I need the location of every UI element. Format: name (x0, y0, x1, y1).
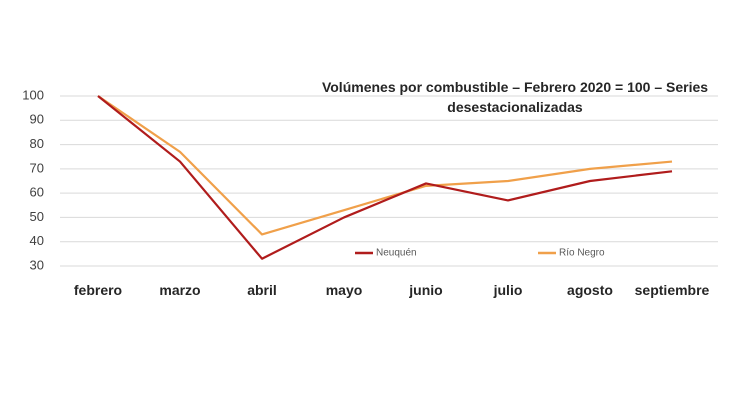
y-axis-ticks: 30 40 50 60 70 80 90 100 (22, 87, 44, 272)
y-tick-label: 80 (30, 136, 44, 151)
y-tick-label: 60 (30, 185, 44, 200)
chart-title-line-2: desestacionalizadas (447, 99, 583, 115)
x-tick-label: julio (493, 282, 523, 298)
gridlines (60, 95, 718, 267)
x-axis-ticks: febrero marzo abril mayo junio julio agosto sep… (74, 282, 710, 298)
series-line-rio-negro (97, 95, 673, 236)
y-tick-label: 70 (30, 160, 44, 175)
x-tick-label: abril (247, 282, 277, 298)
y-tick-label: 100 (22, 87, 44, 102)
x-tick-label: agosto (567, 282, 613, 298)
legend: Neuquén Río Negro (355, 248, 605, 259)
x-tick-label: junio (408, 282, 442, 298)
chart-title-line-1: Volúmenes por combustible – Febrero 2020… (322, 79, 708, 95)
y-tick-label: 40 (30, 233, 44, 248)
x-tick-label: septiembre (635, 282, 710, 298)
y-tick-label: 50 (30, 209, 44, 224)
legend-label-neuquen: Neuquén (376, 248, 417, 259)
x-tick-label: mayo (326, 282, 363, 298)
x-tick-label: febrero (74, 282, 122, 298)
series-line-neuquen (97, 95, 673, 260)
y-tick-label: 30 (30, 257, 44, 272)
legend-label-rio-negro: Río Negro (559, 248, 605, 259)
y-tick-label: 90 (30, 112, 44, 127)
series-lines (97, 95, 673, 260)
x-tick-label: marzo (159, 282, 200, 298)
